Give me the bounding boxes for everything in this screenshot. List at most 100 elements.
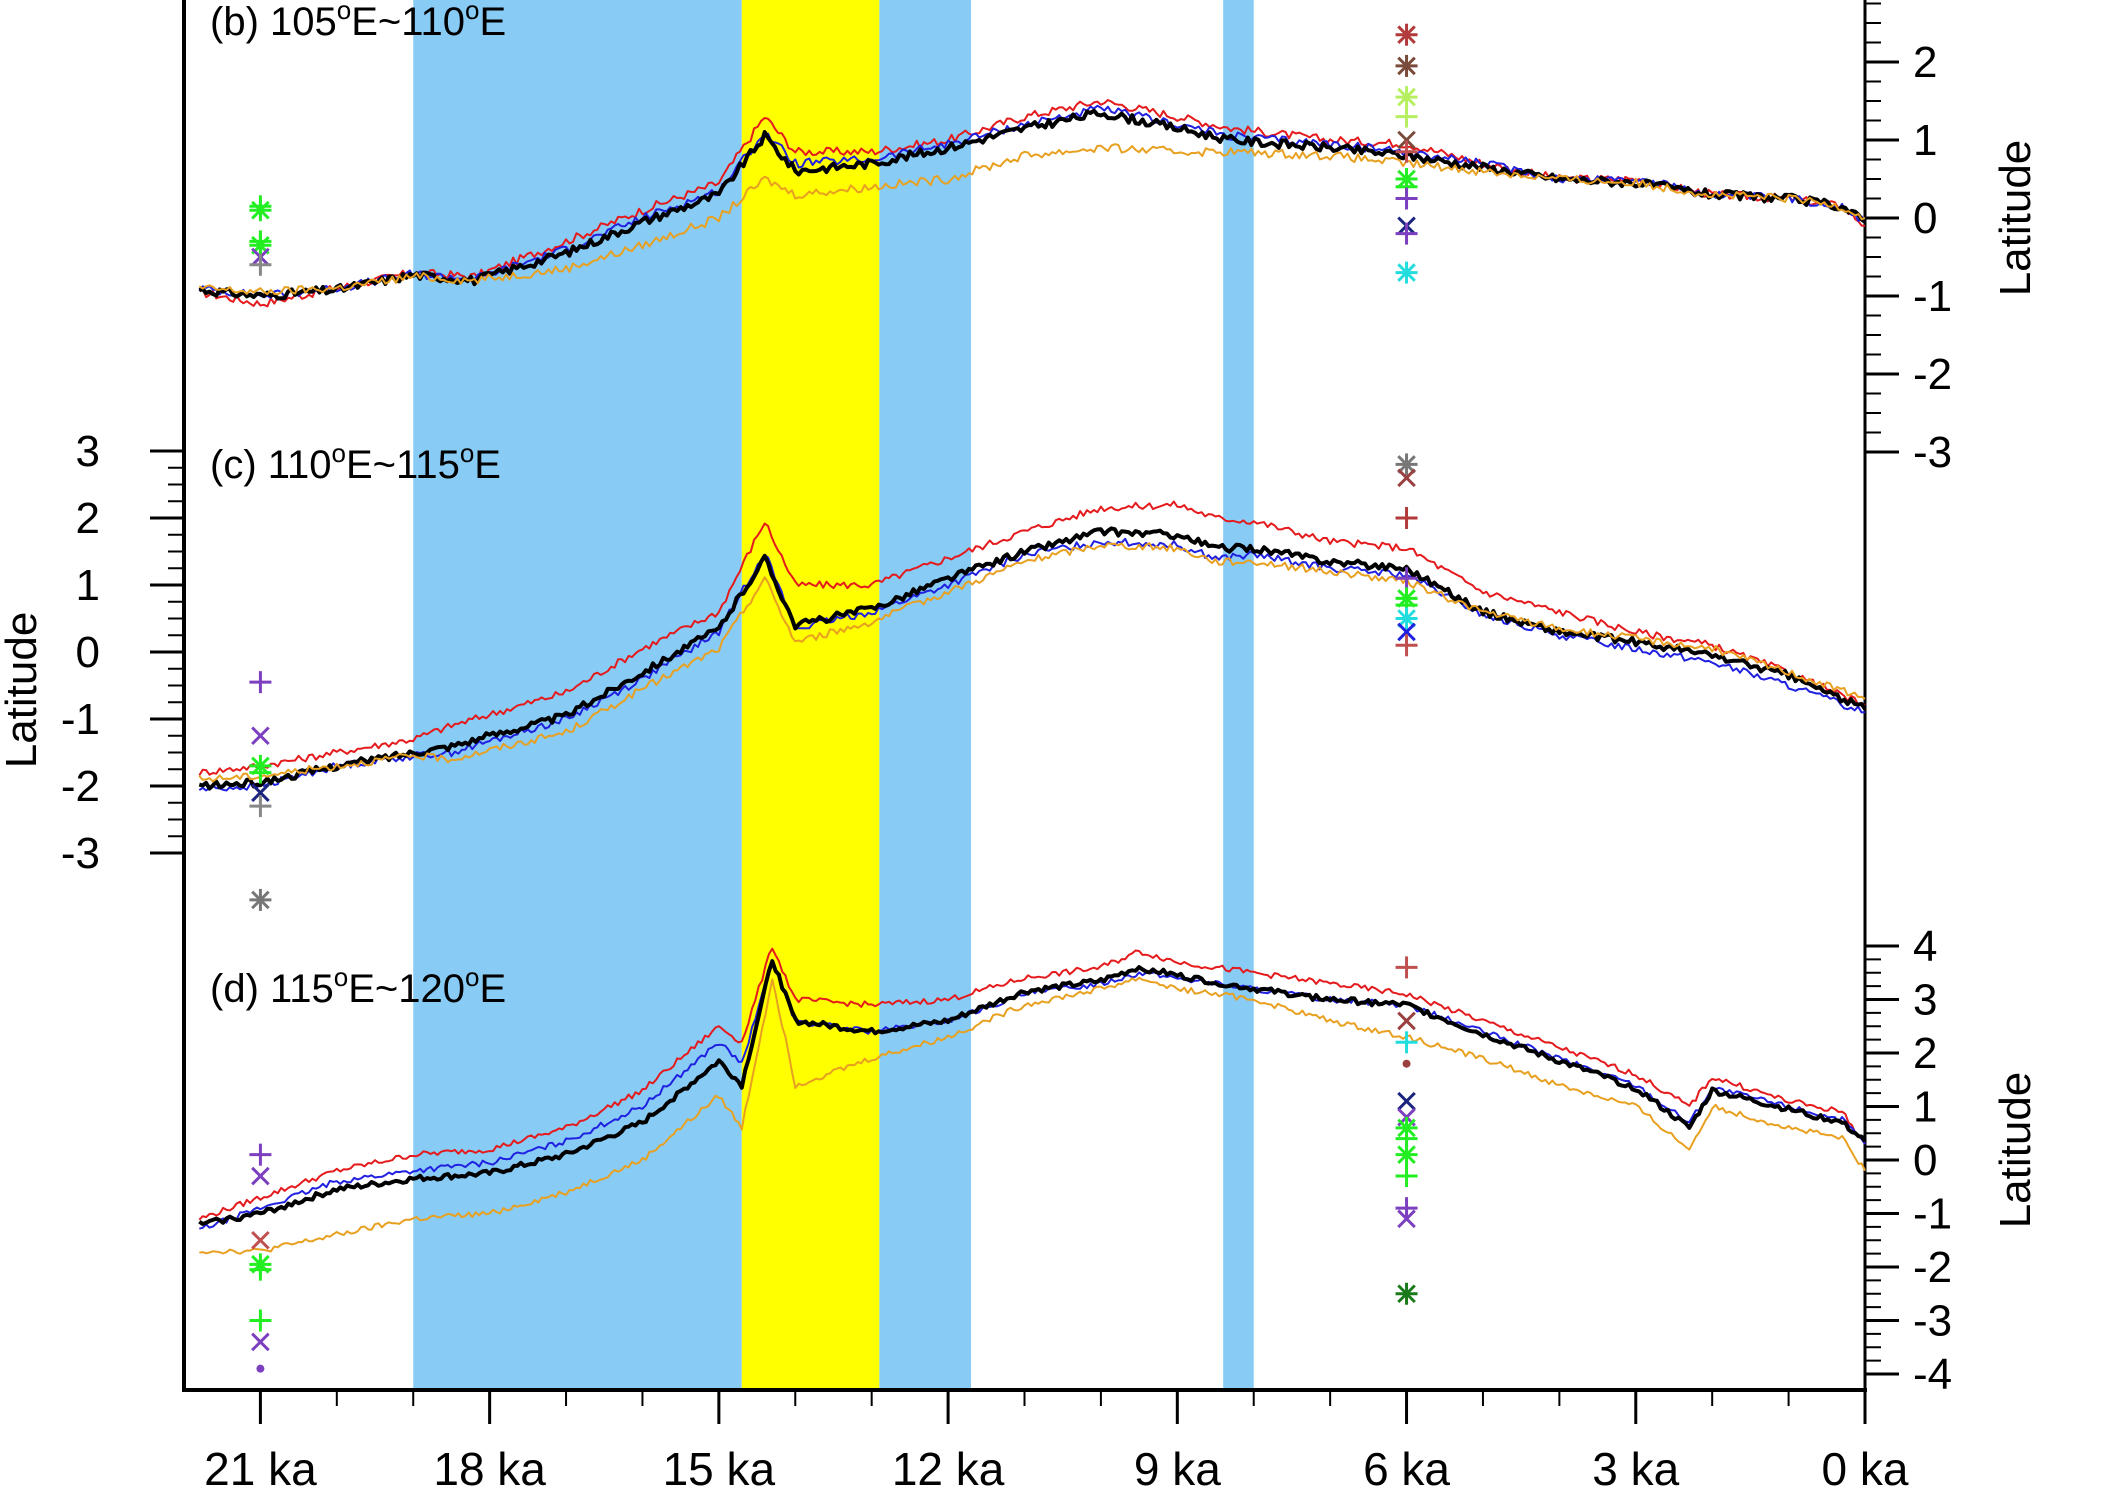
y-tick-label: 0 xyxy=(1913,194,1937,243)
y-tick-label: -1 xyxy=(1913,272,1952,321)
x-tick-label: 6 ka xyxy=(1363,1443,1450,1495)
marker xyxy=(251,1166,270,1186)
degree-sup: o xyxy=(460,438,474,468)
marker xyxy=(1395,1031,1418,1054)
marker xyxy=(1395,567,1418,590)
y-tick-label: 0 xyxy=(1913,1136,1937,1185)
title-text: (b) 105 xyxy=(210,0,337,44)
marker-stroke xyxy=(251,726,270,746)
marker xyxy=(1395,1165,1418,1188)
title-text: E xyxy=(480,0,507,44)
x-tick-label: 12 ka xyxy=(892,1443,1005,1495)
marker xyxy=(1395,634,1418,657)
marker-stroke xyxy=(1397,1011,1416,1031)
marker xyxy=(251,1230,270,1250)
marker xyxy=(1395,1282,1418,1305)
marker xyxy=(1395,1197,1418,1220)
y-tick-label: 1 xyxy=(1913,116,1937,165)
marker xyxy=(1395,187,1418,210)
marker xyxy=(1395,956,1418,979)
y-tick-label: 3 xyxy=(1913,0,1937,9)
y-tick-label: -2 xyxy=(1913,1243,1952,1292)
marker xyxy=(251,783,270,803)
marker xyxy=(1395,105,1418,128)
marker xyxy=(249,671,272,694)
y-tick-label: 3 xyxy=(1913,976,1937,1025)
panel-title: (d) 115oE~120oE xyxy=(210,962,506,1011)
series-line-2 xyxy=(198,959,1867,1226)
y-tick-label: -2 xyxy=(1913,350,1952,399)
marker xyxy=(249,888,272,911)
degree-sup: o xyxy=(337,0,351,25)
marker xyxy=(1395,140,1418,163)
title-text: (d) 115 xyxy=(210,967,334,1011)
marker-stroke xyxy=(1397,455,1416,474)
marker xyxy=(1402,1059,1411,1068)
marker-stroke xyxy=(251,1332,270,1352)
title-text: E~110 xyxy=(351,0,465,44)
y-tick-label: -3 xyxy=(1913,1297,1952,1346)
marker-stroke xyxy=(1397,25,1416,45)
marker xyxy=(249,795,272,818)
marker-stroke xyxy=(1397,609,1416,628)
x-tick-label: 15 ka xyxy=(663,1443,776,1495)
y-tick-label: -3 xyxy=(61,829,100,878)
series-line-3 xyxy=(198,143,1866,296)
marker-stroke xyxy=(1397,263,1416,282)
series-line-0 xyxy=(199,99,1866,308)
x-axis: 21 ka 18 ka 15 ka 12 ka 9 ka 6 ka 3 ka 0 ka xyxy=(204,1390,1909,1495)
marker xyxy=(1395,1143,1418,1166)
y-tick-label: 2 xyxy=(1913,38,1937,87)
y-tick-label: 1 xyxy=(76,561,100,610)
marker-stroke xyxy=(251,783,270,803)
y-tick-label: 0 xyxy=(76,628,100,677)
marker-dot xyxy=(256,1364,265,1373)
y-tick-label: -4 xyxy=(1913,1350,1952,1399)
shaded-period-bands xyxy=(413,0,1254,1390)
marker-stroke xyxy=(1397,1091,1416,1111)
marker-stroke xyxy=(1397,468,1416,488)
panel-title: (b) 105oE~110oE xyxy=(210,0,506,44)
marker-stroke xyxy=(1397,1209,1416,1229)
y-tick-label: 3 xyxy=(76,427,100,476)
marker xyxy=(249,761,272,784)
marker xyxy=(251,1332,270,1352)
y-tick-label: -3 xyxy=(1913,428,1952,477)
series-line-0 xyxy=(198,500,1866,776)
marker-stroke xyxy=(1397,56,1416,76)
marker-stroke xyxy=(251,890,270,910)
marker xyxy=(1395,453,1418,476)
degree-sup: o xyxy=(334,962,348,992)
marker-stroke xyxy=(1397,87,1416,107)
y-axis-d: -4-3 -2-1 01 23 4 xyxy=(1865,922,1952,1399)
marker xyxy=(251,726,270,746)
series-line-2 xyxy=(198,108,1867,301)
y-tick-label: -2 xyxy=(61,762,100,811)
shaded-band-0 xyxy=(413,0,742,1390)
marker xyxy=(1397,468,1416,488)
marker xyxy=(1397,1091,1416,1111)
y-tick-label: -1 xyxy=(61,695,100,744)
x-tick-label: 3 ka xyxy=(1592,1443,1679,1495)
y-axis-title: Latitude xyxy=(1991,1072,2040,1229)
marker xyxy=(1395,222,1418,245)
series-line-3 xyxy=(199,976,1866,1255)
series-line-2 xyxy=(198,526,1867,791)
marker-stroke xyxy=(251,1166,270,1186)
marker xyxy=(249,230,272,253)
marker-dot xyxy=(1402,1059,1411,1068)
y-tick-label: 1 xyxy=(1913,1083,1937,1132)
marker xyxy=(1395,54,1418,77)
title-text: (c) 110 xyxy=(210,443,332,487)
shaded-band-1 xyxy=(741,0,880,1390)
series-line-0 xyxy=(198,947,1866,1221)
x-tick-label: 9 ka xyxy=(1134,1443,1221,1495)
title-text: E~120 xyxy=(348,967,465,1011)
y-axis-title: Latitude xyxy=(0,612,46,769)
degree-sup: o xyxy=(332,438,346,468)
panel-title: (c) 110oE~115oE xyxy=(210,438,501,487)
marker-stroke xyxy=(1397,1284,1416,1304)
marker xyxy=(1395,23,1418,46)
